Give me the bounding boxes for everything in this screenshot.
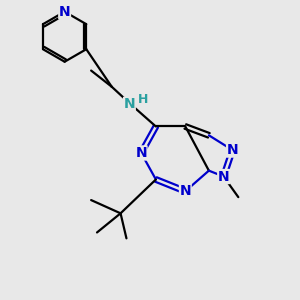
Text: N: N: [59, 5, 70, 19]
Text: N: N: [226, 143, 238, 157]
Text: N: N: [179, 184, 191, 198]
Text: N: N: [135, 146, 147, 160]
Text: N: N: [218, 169, 230, 184]
Text: N: N: [124, 98, 135, 111]
Text: H: H: [138, 93, 148, 106]
